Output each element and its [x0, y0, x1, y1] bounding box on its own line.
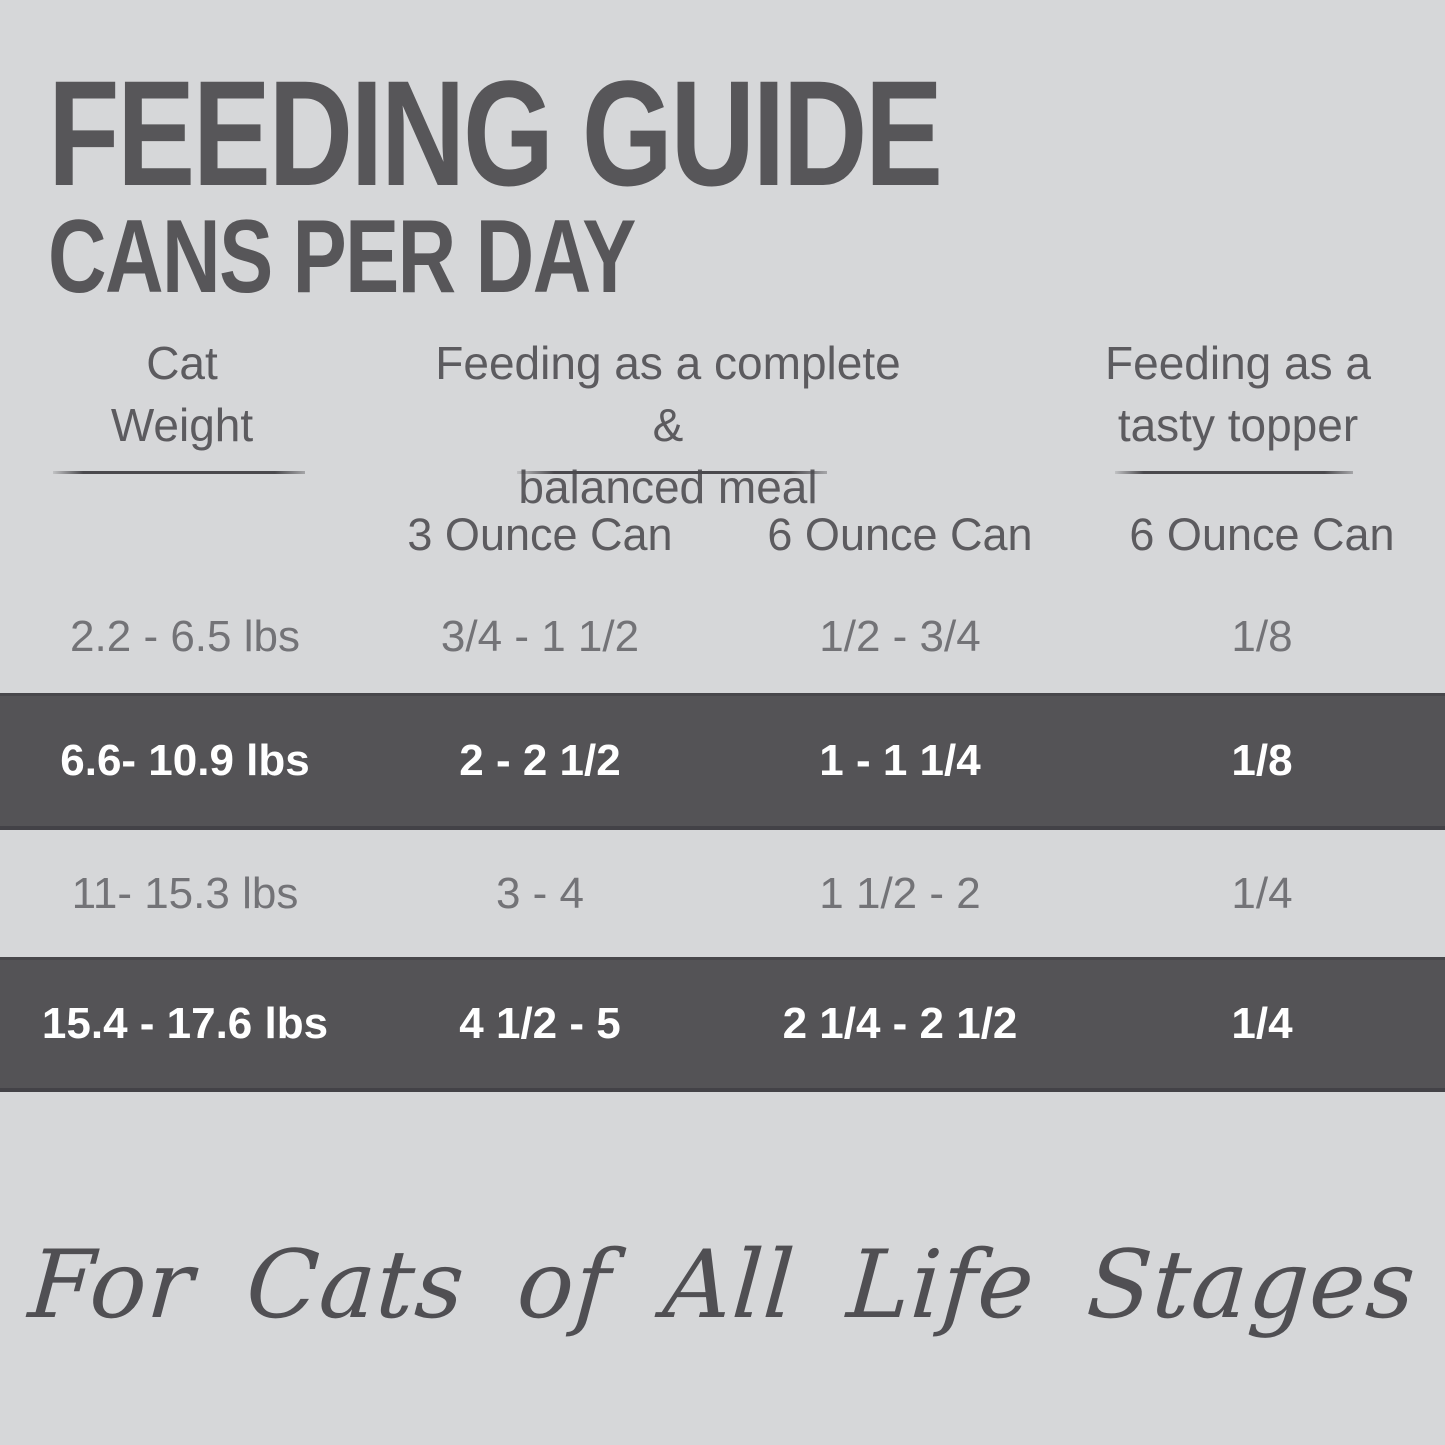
header-underline-tasty-topper — [1115, 471, 1353, 474]
page-subtitle: CANS PER DAY — [48, 205, 800, 309]
cell-cat-weight: 15.4 - 17.6 lbs — [41, 999, 329, 1048]
cell-topper-6oz: 1/8 — [1231, 736, 1293, 785]
cell-topper-6oz: 1/8 — [1231, 611, 1293, 661]
header-underline-cat-weight — [53, 471, 305, 474]
cell-complete-3oz: 3 - 4 — [495, 868, 585, 918]
can-size-header-3oz: 3 Ounce Can — [407, 509, 673, 560]
column-group-header-line1: Cat — [146, 337, 218, 389]
column-group-header-complete-meal: Feeding as a complete & balanced meal — [420, 332, 916, 518]
page-subtitle-text: CANS PER DAY — [48, 199, 636, 315]
table-row: 2.2 - 6.5 lbs 3/4 - 1 1/2 1/2 - 3/4 1/8 — [0, 580, 1445, 693]
column-group-header-line2: Weight — [110, 399, 254, 451]
column-group-header-cat-weight: Cat Weight — [32, 332, 332, 456]
table-row-highlighted: 15.4 - 17.6 lbs 4 1/2 - 5 2 1/4 - 2 1/2 … — [0, 957, 1445, 1092]
column-group-header-line2: tasty topper — [1117, 399, 1359, 451]
cell-complete-6oz: 1 1/2 - 2 — [819, 868, 981, 918]
tagline-all-life-stages: For Cats of All Life Stages — [25, 1230, 1420, 1340]
cell-complete-6oz: 2 1/4 - 2 1/2 — [782, 999, 1018, 1048]
column-group-header-tasty-topper: Feeding as a tasty topper — [1086, 332, 1390, 456]
cell-cat-weight: 6.6- 10.9 lbs — [60, 736, 310, 785]
column-group-header-line1: Feeding as a — [1105, 337, 1371, 389]
cell-complete-6oz: 1 - 1 1/4 — [819, 736, 981, 785]
table-row-highlighted: 6.6- 10.9 lbs 2 - 2 1/2 1 - 1 1/4 1/8 — [0, 693, 1445, 830]
page-title-text: FEEDING GUIDE — [48, 49, 943, 217]
column-group-header-line1: Feeding as a complete & — [435, 337, 901, 451]
cell-cat-weight: 11- 15.3 lbs — [71, 868, 299, 918]
cell-topper-6oz: 1/4 — [1231, 868, 1293, 918]
column-group-header-line2: balanced meal — [518, 461, 818, 513]
can-size-header-6oz-meal: 6 Ounce Can — [767, 509, 1033, 560]
cell-cat-weight: 2.2 - 6.5 lbs — [70, 611, 300, 661]
cell-topper-6oz: 1/4 — [1231, 999, 1293, 1048]
cell-complete-3oz: 4 1/2 - 5 — [459, 999, 621, 1048]
can-size-header-6oz-topper: 6 Ounce Can — [1129, 509, 1395, 560]
table-row: 11- 15.3 lbs 3 - 4 1 1/2 - 2 1/4 — [0, 830, 1445, 957]
cell-complete-3oz: 3/4 - 1 1/2 — [440, 611, 640, 661]
page-title: FEEDING GUIDE — [48, 58, 1192, 208]
can-size-header-row: 3 Ounce Can 6 Ounce Can 6 Ounce Can — [0, 505, 1445, 565]
header-underline-complete-meal — [517, 471, 827, 474]
cell-complete-3oz: 2 - 2 1/2 — [459, 736, 621, 785]
cell-complete-6oz: 1/2 - 3/4 — [819, 611, 981, 661]
